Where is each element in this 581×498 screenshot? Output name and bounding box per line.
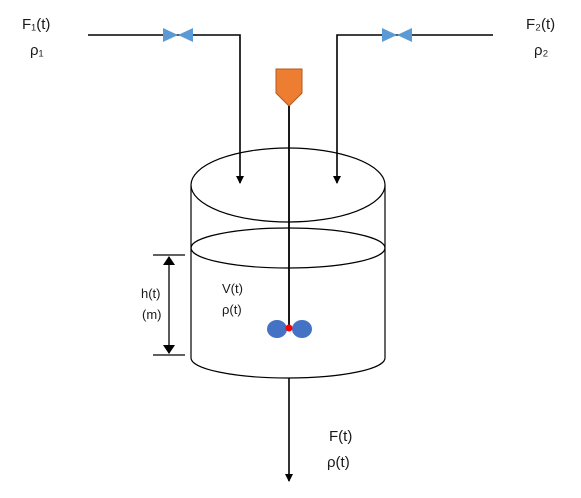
level-arrow-up-icon bbox=[163, 256, 175, 265]
tank-wall bbox=[190, 185, 386, 379]
inlet-2-flow-label: F₂(t) bbox=[526, 16, 555, 33]
inlet-2-line bbox=[333, 34, 493, 184]
outlet-flow-label: F(t) bbox=[329, 428, 352, 445]
inlet-1-valve-icon bbox=[163, 28, 193, 42]
impeller-blade-left-icon bbox=[267, 320, 287, 338]
inlet-1-line bbox=[88, 34, 244, 184]
level-height-label: h(t) bbox=[141, 286, 161, 301]
agitator bbox=[267, 68, 312, 338]
impeller-blade-right-icon bbox=[292, 320, 312, 338]
level-indicator bbox=[153, 254, 185, 356]
level-arrow-down-icon bbox=[163, 345, 175, 354]
inlet-1-flow-label: F₁(t) bbox=[22, 16, 50, 33]
impeller-hub-icon bbox=[285, 324, 293, 332]
outlet-density-label: ρ(t) bbox=[327, 454, 350, 471]
tank-volume-label: V(t) bbox=[222, 281, 243, 296]
inlet-2-pipe bbox=[333, 28, 493, 184]
level-unit-label: (m) bbox=[142, 307, 162, 322]
inlet-2-valve-icon bbox=[382, 28, 412, 42]
inlet-1-pipe bbox=[88, 28, 244, 184]
inlet-1-density-label: ρ₁ bbox=[30, 42, 44, 59]
liquid-surface bbox=[190, 227, 386, 269]
inlet-2-density-label: ρ₂ bbox=[534, 42, 549, 59]
tank-density-label: ρ(t) bbox=[222, 302, 242, 317]
tank bbox=[190, 147, 386, 379]
motor-icon bbox=[275, 68, 303, 107]
tank-top-rim bbox=[190, 147, 386, 223]
